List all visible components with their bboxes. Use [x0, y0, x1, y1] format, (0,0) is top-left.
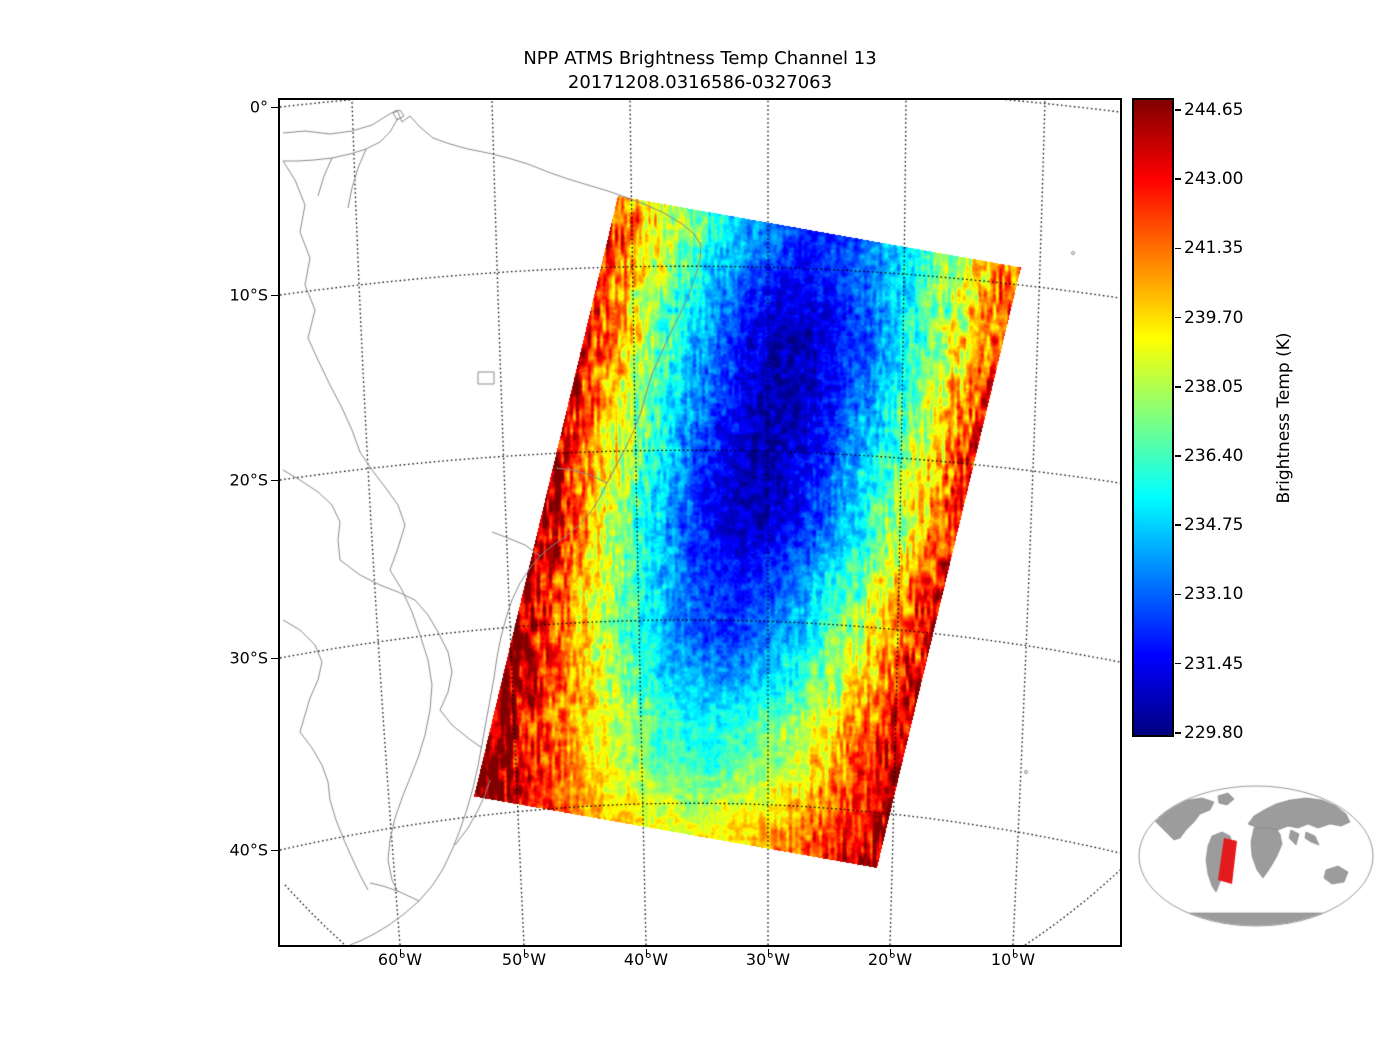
lon-tick-label: 20°W — [867, 950, 913, 969]
plot-title: NPP ATMS Brightness Temp Channel 13 — [523, 48, 877, 69]
colorbar-tick-label: 234.75 — [1184, 515, 1244, 536]
lat-tick-label: 0° — [249, 97, 268, 117]
brightness-temp-map-canvas — [280, 100, 1120, 945]
lon-tick-mark — [523, 949, 525, 956]
colorbar-tick-label: 229.80 — [1184, 722, 1244, 743]
lat-tick-mark — [271, 479, 278, 481]
colorbar-axis-label: Brightness Temp (K) — [1274, 332, 1294, 504]
colorbar-gradient — [1134, 100, 1172, 735]
lon-tick-mark — [399, 949, 401, 956]
lon-tick-mark — [645, 949, 647, 956]
lat-tick-mark — [271, 849, 278, 851]
colorbar-tick-label: 241.35 — [1184, 238, 1244, 259]
colorbar-tick-mark — [1175, 316, 1181, 319]
lon-tick-mark — [767, 949, 769, 956]
lon-tick-label: 30°W — [745, 950, 791, 969]
lon-tick-mark — [1012, 949, 1014, 956]
lon-tick-label: 10°W — [990, 950, 1036, 969]
colorbar-tick-mark — [1175, 386, 1181, 388]
colorbar — [1132, 98, 1174, 737]
lat-tick-mark — [271, 106, 278, 108]
colorbar-tick-label: 244.65 — [1184, 100, 1244, 120]
inset-world-map-canvas — [1136, 780, 1376, 930]
colorbar-tick-label: 239.70 — [1184, 307, 1244, 328]
lat-tick-label: 30°S — [229, 648, 268, 668]
colorbar-tick-mark — [1175, 662, 1181, 665]
lon-tick-mark — [889, 949, 891, 956]
colorbar-tick-label: 231.45 — [1184, 653, 1244, 674]
colorbar-tick-mark — [1175, 247, 1181, 250]
lon-tick-label: 60°W — [377, 950, 423, 969]
colorbar-tick-mark — [1175, 732, 1181, 734]
colorbar-tick-mark — [1175, 524, 1181, 526]
colorbar-tick-label: 243.00 — [1184, 169, 1244, 190]
colorbar-tick-mark — [1175, 455, 1181, 457]
lat-tick-label: 40°S — [229, 840, 268, 860]
lon-tick-label: 40°W — [623, 950, 669, 969]
colorbar-tick-label: 236.40 — [1184, 446, 1244, 466]
colorbar-tick-mark — [1175, 593, 1181, 596]
lat-tick-mark — [271, 294, 278, 296]
plot-subtitle: 20171208.0316586-0327063 — [567, 72, 833, 93]
colorbar-tick-mark — [1175, 109, 1181, 111]
colorbar-tick-mark — [1175, 178, 1181, 180]
colorbar-tick-label: 238.05 — [1184, 376, 1244, 397]
lon-tick-label: 50°W — [501, 950, 547, 969]
lat-tick-label: 20°S — [229, 470, 268, 490]
colorbar-tick-label: 233.10 — [1184, 584, 1244, 605]
lat-tick-mark — [271, 657, 278, 659]
lat-tick-label: 10°S — [229, 285, 268, 305]
